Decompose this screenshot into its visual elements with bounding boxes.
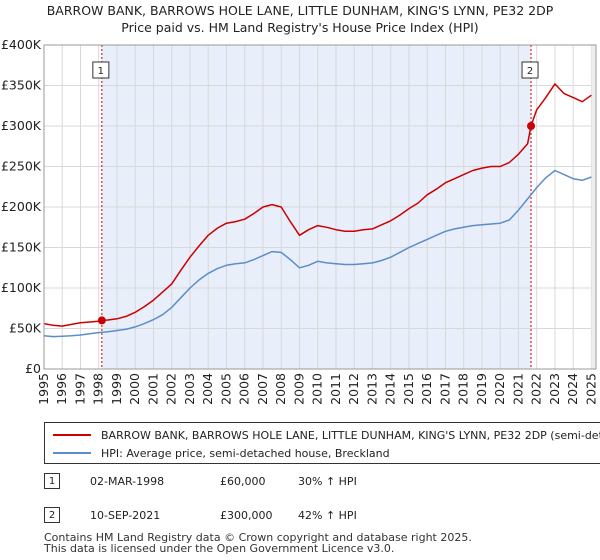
legend-label-property: BARROW BANK, BARROWS HOLE LANE, LITTLE D…	[101, 428, 600, 442]
plot-frame	[43, 44, 597, 370]
x-tick-label: 2002	[164, 373, 179, 405]
legend-item-hpi: HPI: Average price, semi-detached house,…	[53, 444, 390, 462]
annotation-label: 1	[98, 66, 104, 77]
x-tick-label: 2014	[383, 373, 398, 405]
x-tick-label: 2015	[401, 373, 416, 405]
x-tick-label: 2009	[291, 373, 306, 405]
x-tick-label: 1995	[36, 373, 51, 405]
x-tick-label: 2023	[547, 373, 562, 405]
sale-price: £300,000	[220, 508, 273, 522]
annotation-label: 2	[527, 66, 533, 77]
x-tick-label: 2017	[437, 373, 452, 405]
x-tick-label: 2019	[474, 373, 489, 405]
x-tick-label: 2004	[200, 373, 215, 405]
x-tick-label: 2013	[364, 373, 379, 405]
property-series-line	[43, 83, 592, 327]
property-line-swatch	[53, 434, 91, 436]
annotation-box	[92, 61, 110, 79]
sale-row: 2 10-SEP-2021 £300,000 42% ↑ HPI	[44, 506, 357, 524]
x-tick-label: 2005	[218, 373, 233, 405]
x-tick-label: 1996	[54, 373, 69, 405]
y-tick-label: £200K	[1, 199, 42, 214]
legend-item-property: BARROW BANK, BARROWS HOLE LANE, LITTLE D…	[53, 426, 600, 444]
sale-date: 10-SEP-2021	[90, 508, 161, 522]
y-tick-label: £150K	[1, 240, 42, 255]
footer-licence: This data is licensed under the Open Gov…	[44, 542, 395, 555]
x-tick-label: 2007	[255, 373, 270, 405]
y-tick-label: £0	[25, 361, 41, 376]
y-tick-label: £100K	[1, 280, 42, 295]
sale-point	[527, 122, 536, 130]
sale-hpi-change: 30% ↑ HPI	[298, 474, 357, 488]
x-tick-label: 2024	[565, 373, 580, 405]
hpi-line-swatch	[53, 452, 91, 454]
sale-hpi-change: 42% ↑ HPI	[298, 508, 357, 522]
future-hatch	[591, 45, 596, 369]
x-tick-label: 2006	[237, 373, 252, 405]
x-tick-label: 2025	[583, 373, 598, 405]
price-chart: £0 £50K £100K £150K £200K £250K £300K £350K £400…	[1, 37, 598, 405]
y-tick-label: £50K	[9, 321, 42, 336]
sale-price: £60,000	[220, 474, 266, 488]
x-tick-label: 1999	[109, 373, 124, 405]
chart-title-line1: BARROW BANK, BARROWS HOLE LANE, LITTLE D…	[46, 3, 554, 18]
x-tick-label: 2001	[145, 373, 160, 405]
y-tick-label: £400K	[1, 37, 42, 52]
x-tick-label: 2003	[182, 373, 197, 405]
sale-marker-badge: 1	[44, 473, 60, 489]
y-tick-label: £300K	[1, 118, 42, 133]
sale-point	[97, 316, 106, 325]
y-tick-label: £250K	[1, 159, 42, 174]
y-tick-label: £350K	[1, 78, 42, 93]
sale-marker-badge: 2	[44, 507, 60, 523]
x-tick-label: 2020	[492, 373, 507, 405]
x-tick-label: 2016	[419, 373, 434, 405]
sale-date: 02-MAR-1998	[90, 474, 165, 488]
x-tick-label: 2010	[310, 373, 325, 405]
footer-copyright: Contains HM Land Registry data © Crown c…	[44, 531, 472, 544]
annotation-box	[521, 61, 539, 79]
hpi-series-line	[43, 169, 592, 338]
footer: Contains HM Land Registry data © Crown c…	[44, 532, 472, 554]
legend: BARROW BANK, BARROWS HOLE LANE, LITTLE D…	[44, 422, 600, 464]
x-tick-label: 2011	[328, 373, 343, 405]
sale-row: 1 02-MAR-1998 £60,000 30% ↑ HPI	[44, 472, 357, 490]
legend-label-hpi: HPI: Average price, semi-detached house,…	[101, 446, 390, 460]
chart-title: BARROW BANK, BARROWS HOLE LANE, LITTLE D…	[0, 2, 600, 36]
x-tick-label: 2018	[456, 373, 471, 405]
x-tick-label: 2008	[273, 373, 288, 405]
x-tick-label: 2012	[346, 373, 361, 405]
x-tick-label: 2022	[529, 373, 544, 405]
x-tick-label: 1997	[72, 373, 87, 405]
x-tick-label: 2000	[127, 373, 142, 405]
x-tick-label: 2021	[510, 373, 525, 405]
chart-subtitle: Price paid vs. HM Land Registry's House …	[121, 20, 479, 35]
x-tick-label: 1998	[91, 373, 106, 405]
